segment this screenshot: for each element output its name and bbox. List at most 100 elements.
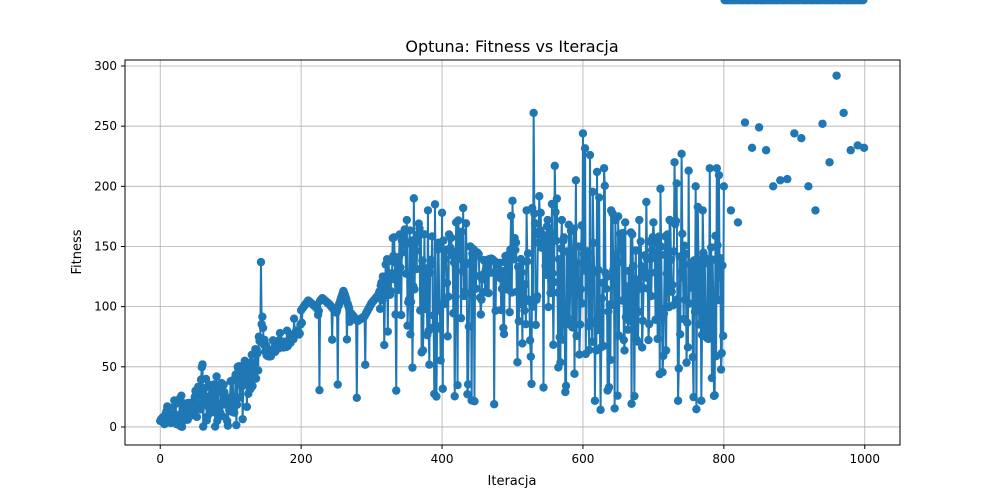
- data-point: [672, 179, 681, 188]
- data-point: [536, 208, 545, 217]
- data-point: [549, 340, 558, 349]
- data-point: [383, 327, 392, 336]
- data-point: [440, 254, 450, 264]
- y-tick-label: 100: [94, 300, 117, 314]
- data-point: [542, 270, 551, 280]
- data-point: [692, 262, 702, 271]
- data-point: [677, 149, 686, 159]
- data-point: [685, 299, 694, 308]
- data-point: [619, 335, 629, 345]
- data-point: [508, 196, 517, 205]
- data-point: [436, 356, 445, 365]
- data-point: [622, 290, 631, 299]
- data-point: [669, 247, 679, 256]
- data-point: [453, 380, 462, 390]
- data-point: [438, 384, 447, 393]
- data-point: [476, 310, 485, 319]
- data-point: [314, 306, 323, 316]
- data-point: [511, 238, 521, 247]
- data-point: [253, 366, 263, 375]
- data-point: [253, 349, 262, 358]
- data-point: [654, 232, 664, 241]
- data-point: [628, 261, 638, 271]
- data-point: [635, 215, 644, 225]
- data-point: [637, 343, 647, 352]
- data-point: [525, 336, 535, 345]
- data-point: [615, 257, 624, 267]
- data-point: [671, 216, 681, 226]
- data-point: [585, 150, 595, 160]
- data-point: [511, 245, 520, 255]
- data-point: [232, 400, 242, 409]
- data-point: [396, 310, 406, 320]
- data-point: [588, 187, 598, 197]
- data-point: [593, 325, 602, 335]
- data-point: [613, 212, 623, 221]
- data-point: [768, 182, 778, 191]
- y-tick-label: 200: [94, 179, 117, 193]
- x-tick-label: 1000: [849, 452, 880, 466]
- data-point: [717, 348, 726, 358]
- data-point: [342, 335, 352, 344]
- data-point: [695, 302, 705, 311]
- data-point: [439, 299, 449, 309]
- data-point: [498, 267, 507, 276]
- data-point: [456, 313, 466, 323]
- data-point: [551, 207, 560, 217]
- data-point: [652, 267, 661, 277]
- data-point: [658, 368, 667, 377]
- data-point: [638, 316, 648, 325]
- data-point: [634, 307, 643, 316]
- data-point: [541, 261, 550, 270]
- data-point: [633, 337, 643, 346]
- data-point: [433, 245, 443, 254]
- data-point: [513, 358, 522, 367]
- data-point: [418, 256, 427, 265]
- data-point: [454, 216, 463, 225]
- data-point: [649, 218, 658, 227]
- data-point: [660, 250, 669, 260]
- data-point: [642, 197, 651, 207]
- data-point: [596, 405, 605, 415]
- data-point: [512, 287, 521, 296]
- data-point: [825, 158, 834, 167]
- data-point: [713, 241, 722, 250]
- data-point: [232, 420, 241, 430]
- data-point: [289, 314, 299, 323]
- data-point: [199, 422, 208, 431]
- data-point: [547, 199, 557, 209]
- data-point: [499, 323, 508, 333]
- data-point: [618, 228, 628, 238]
- data-point: [604, 307, 613, 316]
- data-point: [165, 403, 174, 412]
- data-point: [568, 323, 577, 332]
- data-point: [578, 129, 588, 138]
- data-point: [523, 249, 533, 258]
- data-point: [570, 369, 579, 378]
- data-point: [684, 166, 693, 175]
- data-point: [811, 206, 820, 215]
- data-point: [297, 318, 307, 328]
- data-point: [670, 158, 679, 167]
- data-point: [846, 146, 855, 155]
- data-point: [457, 227, 466, 236]
- data-point: [574, 242, 583, 251]
- data-point: [439, 236, 448, 245]
- data-point: [600, 181, 609, 190]
- data-point: [514, 317, 524, 326]
- data-point: [647, 246, 657, 255]
- data-point: [583, 248, 593, 257]
- data-point: [667, 287, 676, 296]
- data-point: [505, 307, 514, 317]
- plot-frame: [124, 59, 901, 446]
- data-point: [740, 118, 750, 127]
- data-point: [681, 249, 691, 259]
- data-point: [576, 285, 586, 294]
- data-point: [689, 392, 698, 402]
- data-point: [688, 352, 698, 362]
- data-point: [680, 241, 689, 250]
- data-point: [710, 391, 719, 400]
- data-point: [712, 164, 722, 173]
- data-point: [517, 268, 526, 277]
